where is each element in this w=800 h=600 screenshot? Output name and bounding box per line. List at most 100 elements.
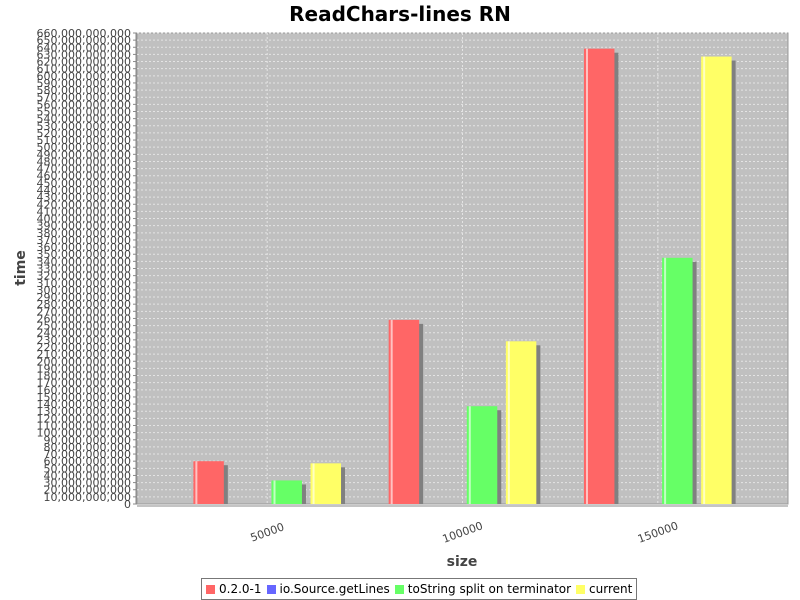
y-tick-label: 490,000,000,000 xyxy=(37,148,131,161)
y-tick-label: 420,000,000,000 xyxy=(37,198,131,211)
y-tick-label: 380,000,000,000 xyxy=(37,227,131,240)
y-tick-label: 130,000,000,000 xyxy=(37,405,131,418)
bar xyxy=(701,56,736,505)
y-tick-label: 520,000,000,000 xyxy=(37,127,131,140)
y-tick-label: 650,000,000,000 xyxy=(37,34,131,47)
bar xyxy=(193,461,228,504)
y-tick-label: 110,000,000,000 xyxy=(37,420,131,433)
legend-label: io.Source.getLines xyxy=(279,582,390,596)
y-tick-label: 40,000,000,000 xyxy=(44,469,131,482)
x-tick-label: 50000 xyxy=(249,520,286,544)
y-tick-label: 550,000,000,000 xyxy=(37,106,131,119)
y-tick-label: 470,000,000,000 xyxy=(37,163,131,176)
bar-highlight xyxy=(664,257,667,504)
y-axis-label: time xyxy=(13,250,29,286)
y-tick-label: 20,000,000,000 xyxy=(44,484,131,497)
y-tick-label: 30,000,000,000 xyxy=(44,477,131,490)
y-tick-label: 500,000,000,000 xyxy=(37,141,131,154)
y-tick-label: 190,000,000,000 xyxy=(37,362,131,375)
x-tick-label: 150000 xyxy=(636,519,680,546)
y-tick-label: 640,000,000,000 xyxy=(37,41,131,54)
bar-highlight xyxy=(273,480,276,504)
y-tick-label: 540,000,000,000 xyxy=(37,113,131,126)
legend-item: io.Source.getLines xyxy=(266,582,390,596)
bar-fill xyxy=(466,406,498,504)
y-tick-label: 170,000,000,000 xyxy=(37,377,131,390)
y-tick-label: 480,000,000,000 xyxy=(37,155,131,168)
y-tick-label: 410,000,000,000 xyxy=(37,205,131,218)
bar-fill xyxy=(388,319,420,504)
legend-label: 0.2.0-1 xyxy=(219,582,262,596)
y-tick-label: 600,000,000,000 xyxy=(37,70,131,83)
bar-fill xyxy=(310,463,342,504)
y-tick-label: 230,000,000,000 xyxy=(37,334,131,347)
chart-title: ReadChars-lines RN xyxy=(289,2,511,26)
y-tick-label: 560,000,000,000 xyxy=(37,98,131,111)
y-tick-label: 330,000,000,000 xyxy=(37,263,131,276)
legend-label: current xyxy=(589,582,633,596)
y-tick-label: 530,000,000,000 xyxy=(37,120,131,133)
bar xyxy=(388,319,424,504)
y-tick-label: 70,000,000,000 xyxy=(44,448,131,461)
bar-fill xyxy=(505,341,537,504)
x-tick-label: 100000 xyxy=(441,519,485,546)
bar xyxy=(466,406,502,504)
y-tick-label: 660,000,000,000 xyxy=(37,27,131,40)
y-tick-label: 240,000,000,000 xyxy=(37,327,131,340)
bar-fill xyxy=(662,257,693,504)
legend-swatch xyxy=(266,584,276,594)
legend: 0.2.0-1 io.Source.getLines toString split … xyxy=(201,578,638,600)
bar-fill xyxy=(271,480,302,504)
y-tick-label: 160,000,000,000 xyxy=(37,384,131,397)
legend-label: toString split on terminator xyxy=(407,582,572,596)
y-tick-label: 280,000,000,000 xyxy=(37,298,131,311)
y-tick-label: 220,000,000,000 xyxy=(37,341,131,354)
x-axis-label: size xyxy=(447,554,478,570)
legend-swatch xyxy=(394,584,404,594)
legend-swatch xyxy=(206,584,215,594)
y-tick-label: 430,000,000,000 xyxy=(37,191,131,204)
y-tick-label: 360,000,000,000 xyxy=(37,241,131,254)
y-tick-label: 630,000,000,000 xyxy=(37,48,131,61)
bars xyxy=(193,48,736,505)
y-tick-label: 320,000,000,000 xyxy=(37,270,131,283)
bar-fill xyxy=(701,56,732,505)
y-tick-label: 460,000,000,000 xyxy=(37,170,131,183)
y-tick-label: 180,000,000,000 xyxy=(37,370,131,383)
y-tick-label: 140,000,000,000 xyxy=(37,398,131,411)
y-tick-label: 620,000,000,000 xyxy=(37,56,131,69)
y-tick-label: 440,000,000,000 xyxy=(37,184,131,197)
bar-highlight xyxy=(390,319,393,504)
bar-highlight xyxy=(195,461,198,504)
bar xyxy=(271,480,306,504)
y-tick-label: 270,000,000,000 xyxy=(37,305,131,318)
y-tick-label: 290,000,000,000 xyxy=(37,291,131,304)
bar-highlight xyxy=(312,463,315,504)
bar-highlight xyxy=(507,341,510,504)
y-tick-label: 60,000,000,000 xyxy=(44,455,131,468)
y-tick-label: 590,000,000,000 xyxy=(37,77,131,90)
y-axis-ticks: 010,000,000,00020,000,000,00030,000,000,… xyxy=(37,27,137,511)
y-tick-label: 610,000,000,000 xyxy=(37,63,131,76)
y-tick-label: 570,000,000,000 xyxy=(37,91,131,104)
bar xyxy=(505,341,541,504)
y-tick-label: 90,000,000,000 xyxy=(44,434,131,447)
y-tick-label: 300,000,000,000 xyxy=(37,284,131,297)
bar-fill xyxy=(583,48,615,504)
bar-highlight xyxy=(468,406,471,504)
y-tick-label: 0 xyxy=(124,498,131,511)
y-tick-label: 510,000,000,000 xyxy=(37,134,131,147)
legend-item: current xyxy=(576,582,632,596)
y-tick-label: 450,000,000,000 xyxy=(37,177,131,190)
bar xyxy=(310,463,346,504)
y-tick-label: 350,000,000,000 xyxy=(37,248,131,261)
y-tick-label: 150,000,000,000 xyxy=(37,391,131,404)
y-tick-label: 370,000,000,000 xyxy=(37,234,131,247)
y-tick-label: 580,000,000,000 xyxy=(37,84,131,97)
y-tick-label: 340,000,000,000 xyxy=(37,255,131,268)
y-tick-label: 80,000,000,000 xyxy=(44,441,131,454)
y-tick-label: 200,000,000,000 xyxy=(37,355,131,368)
y-tick-label: 120,000,000,000 xyxy=(37,412,131,425)
legend-item: toString split on terminator xyxy=(394,582,572,596)
